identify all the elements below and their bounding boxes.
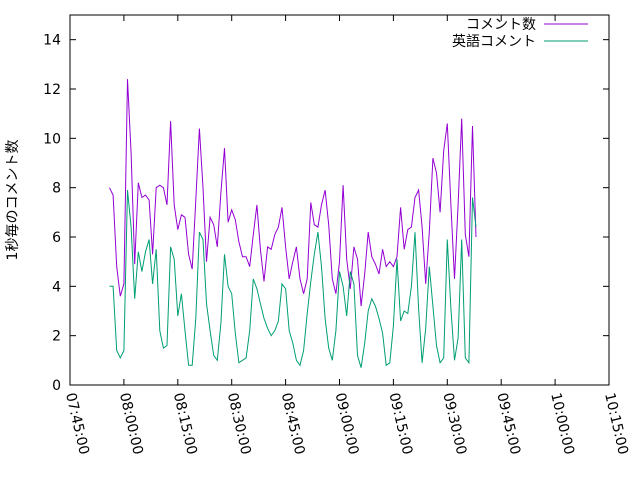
y-tick-label: 4 [52,279,61,295]
y-tick-label: 2 [52,329,61,345]
series-line-1 [109,190,477,368]
y-tick-label: 0 [52,378,61,394]
series-line-0 [109,79,477,307]
y-tick-label: 12 [43,82,61,98]
x-tick-label: 09:45:00 [493,391,523,456]
x-tick-label: 09:30:00 [439,391,469,456]
x-tick-label: 08:45:00 [278,391,308,456]
y-tick-label: 6 [52,230,61,246]
x-tick-label: 10:15:00 [601,391,631,456]
y-tick-label: 14 [43,33,61,49]
x-axis: 07:45:00 08:00:00 08:15:00 08:30:00 08:45:00… [62,15,631,456]
x-tick-label: 10:00:00 [547,391,577,456]
y-tick-label: 10 [43,131,61,147]
x-tick-label: 08:15:00 [170,391,200,456]
x-tick-label: 08:00:00 [116,391,146,456]
plot-frame [69,14,610,386]
y-tick-label: 8 [52,181,61,197]
plot-border [69,14,610,386]
x-tick-label: 08:30:00 [224,391,254,456]
x-tick-label: 07:45:00 [62,391,92,456]
legend-label: 英語コメント [452,33,536,50]
x-tick-label: 09:00:00 [332,391,362,456]
y-axis: 0 2 4 6 8 10 12 14 [43,33,609,394]
y-axis-title: 1秒毎のコメント数 [5,140,21,261]
legend-label: コメント数 [466,17,536,33]
x-tick-label: 09:15:00 [386,391,416,456]
series-lines [109,79,477,368]
